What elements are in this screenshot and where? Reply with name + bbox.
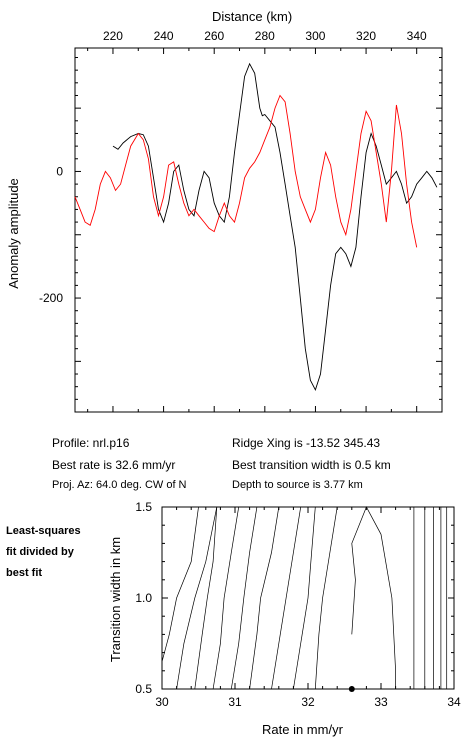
- width-tick-label: 0.5: [135, 682, 152, 696]
- side-note-line-3: best fit: [6, 567, 43, 579]
- misfit-contour-chart: 30 31 32 33 34 0.5 1.0 1.5: [135, 500, 461, 709]
- rate-tick-label: 33: [374, 695, 388, 709]
- contour-line: [351, 506, 396, 689]
- misfit-x-ticks: 30 31 32 33 34: [155, 507, 461, 709]
- ridge-crossing-label: Ridge Xing is -13.52 345.43: [232, 436, 381, 450]
- misfit-y-axis-label: Transition width in km: [108, 536, 124, 663]
- side-note-line-1: Least-squares: [6, 525, 81, 537]
- y-tick-label: -200: [39, 291, 63, 305]
- profile-label: Profile: nrl.p16: [52, 436, 130, 450]
- contour-line: [230, 506, 258, 690]
- misfit-contours: [161, 506, 448, 690]
- best-fit-point: [348, 686, 355, 692]
- contour-line: [271, 506, 302, 690]
- anomaly-y-ticks: 0 -200: [39, 56, 442, 400]
- contour-line: [249, 506, 280, 690]
- projection-azimuth-label: Proj. Az: 64.0 deg. CW of N: [52, 479, 187, 491]
- x-tick-label: 280: [255, 29, 275, 43]
- anomaly-series: [74, 62, 438, 391]
- x-tick-label: 260: [204, 29, 224, 43]
- x-tick-label: 320: [356, 29, 376, 43]
- contour-line: [176, 506, 218, 690]
- anomaly-chart: 220 240 260 280 300 320 340 0 -200: [39, 29, 443, 413]
- contour-line: [314, 506, 338, 690]
- misfit-y-ticks: 0.5 1.0 1.5: [135, 500, 454, 696]
- y-tick-label: 0: [56, 164, 63, 178]
- misfit-x-axis-label: Rate in mm/yr: [262, 722, 343, 737]
- anomaly-y-axis-label: Anomaly amplitude: [5, 178, 21, 289]
- model-anomaly-line: [74, 94, 418, 248]
- anomaly-x-ticks: 220 240 260 280 300 320 340: [87, 29, 427, 412]
- depth-to-source-label: Depth to source is 3.77 km: [232, 479, 363, 491]
- observed-anomaly-line: [112, 62, 438, 391]
- x-tick-label: 340: [407, 29, 427, 43]
- x-tick-label: 220: [103, 29, 123, 43]
- best-rate-label: Best rate is 32.6 mm/yr: [52, 458, 176, 472]
- rate-tick-label: 30: [155, 695, 169, 709]
- rate-tick-label: 32: [301, 695, 315, 709]
- side-note-line-2: fit divided by: [6, 546, 74, 558]
- anomaly-plot-frame: [74, 47, 443, 413]
- width-tick-label: 1.0: [135, 591, 152, 605]
- width-tick-label: 1.5: [135, 500, 152, 514]
- anomaly-x-axis-label: Distance (km): [212, 9, 293, 24]
- contour-line: [161, 506, 199, 662]
- rate-tick-label: 34: [447, 695, 461, 709]
- contour-line: [194, 506, 218, 690]
- x-tick-label: 240: [154, 29, 174, 43]
- contour-line: [293, 506, 316, 690]
- contour-line: [212, 506, 240, 690]
- x-tick-label: 300: [305, 29, 325, 43]
- rate-tick-label: 31: [228, 695, 242, 709]
- best-transition-label: Best transition width is 0.5 km: [232, 458, 391, 472]
